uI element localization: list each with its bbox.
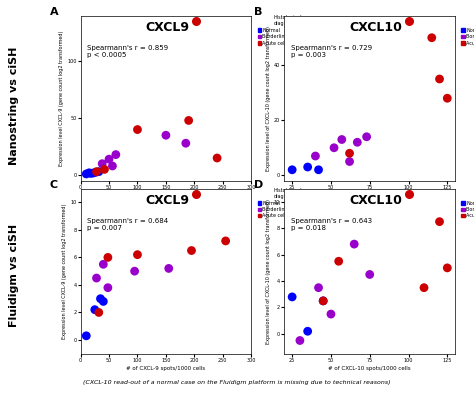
Point xyxy=(87,170,95,176)
X-axis label: # of CXCL-9 spots/1000 cells: # of CXCL-9 spots/1000 cells xyxy=(127,193,205,198)
Point xyxy=(95,169,102,175)
Point xyxy=(436,219,443,225)
Point xyxy=(92,169,100,175)
Point xyxy=(330,145,338,151)
Text: C: C xyxy=(50,180,58,190)
Point xyxy=(335,258,343,264)
Point xyxy=(222,238,229,244)
Point xyxy=(89,170,97,176)
Point xyxy=(304,164,311,170)
Point xyxy=(131,268,138,274)
Point xyxy=(85,170,93,176)
Point xyxy=(251,318,258,324)
Point xyxy=(82,332,90,339)
Point xyxy=(112,151,119,158)
Point xyxy=(436,76,443,82)
Legend: Normal, Borderline changes, Acute cellular rejection: Normal, Borderline changes, Acute cellul… xyxy=(461,15,474,46)
Y-axis label: Expression level of CXCL-10 (gene count log2 transformed): Expression level of CXCL-10 (gene count … xyxy=(266,26,271,171)
Point xyxy=(134,127,141,133)
Point xyxy=(354,139,361,145)
Point xyxy=(182,140,190,146)
Point xyxy=(444,95,451,101)
Point xyxy=(93,275,100,281)
Legend: Normal, Borderline changes, Acute cellular rejection: Normal, Borderline changes, Acute cellul… xyxy=(257,188,319,219)
Text: (CXCL-10 read-out of a normal case on the Fluidigm platform is missing due to te: (CXCL-10 read-out of a normal case on th… xyxy=(83,380,391,385)
Text: Spearmann's r = 0.684
p = 0.007: Spearmann's r = 0.684 p = 0.007 xyxy=(87,219,169,231)
Point xyxy=(288,294,296,300)
Text: CXCL9: CXCL9 xyxy=(146,21,190,34)
Point xyxy=(251,169,258,176)
Point xyxy=(185,117,192,123)
Point xyxy=(213,155,221,161)
Point xyxy=(363,134,370,140)
Point xyxy=(311,153,319,159)
Point xyxy=(109,163,116,169)
Point xyxy=(91,307,99,313)
Point xyxy=(105,156,113,162)
Text: D: D xyxy=(254,180,263,190)
Text: A: A xyxy=(50,7,58,17)
Point xyxy=(346,158,353,165)
Point xyxy=(428,35,436,41)
Text: Spearmann's r = 0.729
p = 0.003: Spearmann's r = 0.729 p = 0.003 xyxy=(291,46,373,59)
Point xyxy=(296,337,304,343)
Point xyxy=(93,169,100,175)
Point xyxy=(288,167,296,173)
Y-axis label: Expression level CXCL-9 (gene count log2 transformed): Expression level CXCL-9 (gene count log2… xyxy=(59,31,64,166)
Point xyxy=(327,311,335,317)
Point xyxy=(104,254,112,261)
Point xyxy=(104,285,112,291)
Text: Fluidigm vs ciSH: Fluidigm vs ciSH xyxy=(9,224,19,327)
Point xyxy=(319,298,327,304)
Point xyxy=(165,265,173,272)
Text: CXCL10: CXCL10 xyxy=(349,194,402,207)
Point xyxy=(100,298,107,305)
Point xyxy=(77,323,85,330)
Text: Spearmann's r = 0.859
p < 0.0005: Spearmann's r = 0.859 p < 0.0005 xyxy=(87,46,169,59)
Legend: Normal, Borderline changes, Acute cellular rejection: Normal, Borderline changes, Acute cellul… xyxy=(461,188,474,219)
Point xyxy=(350,241,358,247)
X-axis label: # of CXCL-9 spots/1000 cells: # of CXCL-9 spots/1000 cells xyxy=(127,365,205,371)
Y-axis label: Expression level CXCL-9 (gene count log2 transformed): Expression level CXCL-9 (gene count log2… xyxy=(63,204,67,339)
Point xyxy=(315,285,322,291)
Point xyxy=(338,136,346,143)
Point xyxy=(82,171,90,177)
Text: Spearmann's r = 0.643
p = 0.018: Spearmann's r = 0.643 p = 0.018 xyxy=(291,219,373,231)
Point xyxy=(315,167,322,173)
Point xyxy=(100,166,108,173)
Text: CXCL9: CXCL9 xyxy=(146,194,190,207)
Point xyxy=(366,271,374,277)
Point xyxy=(134,252,141,258)
X-axis label: # of CXCL-10 spots/1000 cells: # of CXCL-10 spots/1000 cells xyxy=(328,193,411,198)
Point xyxy=(77,171,85,177)
Point xyxy=(420,285,428,291)
Legend: Normal, Borderline changes, Acute cellular rejection: Normal, Borderline changes, Acute cellul… xyxy=(257,15,319,46)
Point xyxy=(95,309,102,316)
Point xyxy=(444,265,451,271)
Point xyxy=(100,261,107,268)
Text: B: B xyxy=(254,7,262,17)
Point xyxy=(304,328,311,334)
X-axis label: # of CXCL-10 spots/1000 cells: # of CXCL-10 spots/1000 cells xyxy=(328,365,411,371)
Y-axis label: Expression level of CXCL-10 (gene count log2 transformed): Expression level of CXCL-10 (gene count … xyxy=(266,199,271,343)
Text: Nanostring vs ciSH: Nanostring vs ciSH xyxy=(9,47,19,165)
Point xyxy=(97,296,104,302)
Point xyxy=(188,248,195,254)
Text: CXCL10: CXCL10 xyxy=(349,21,402,34)
Point xyxy=(319,298,327,304)
Point xyxy=(346,150,353,156)
Point xyxy=(162,132,170,138)
Point xyxy=(99,161,106,167)
